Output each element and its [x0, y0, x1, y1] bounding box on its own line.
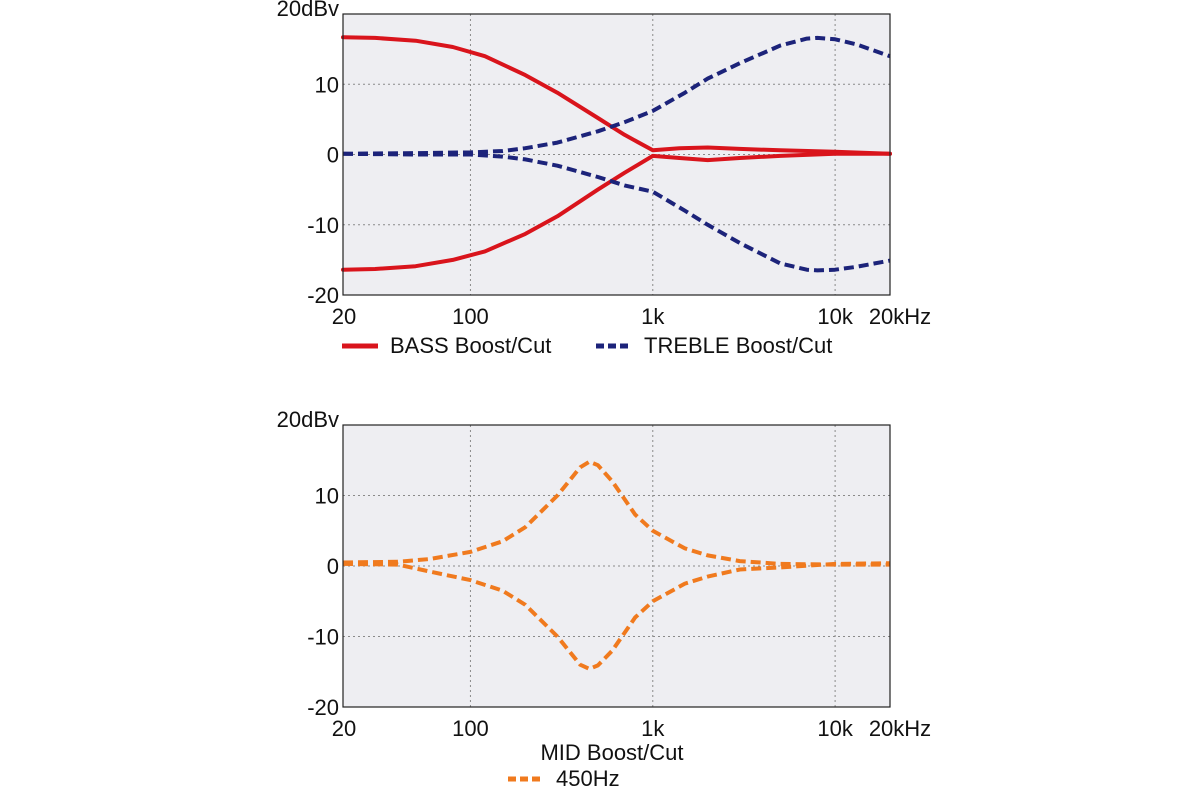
- legend-label-2: TREBLE Boost/Cut: [644, 333, 832, 358]
- y-tick-label: -20: [307, 695, 339, 720]
- y-tick-label: 20dBv: [277, 407, 339, 432]
- plot-area: [343, 425, 890, 707]
- x-tick-label: 20: [332, 716, 356, 741]
- y-tick-label: -10: [307, 213, 339, 238]
- y-tick-label: 0: [327, 554, 339, 579]
- x-tick-label: 20: [332, 304, 356, 329]
- y-tick-label: 10: [315, 484, 339, 509]
- series-1-curve-2: [342, 561, 891, 671]
- plot-frame: [342, 13, 891, 296]
- x-tick-label: 10k: [817, 304, 853, 329]
- x-tick-label: 1k: [641, 304, 665, 329]
- series-2-curve-2: [342, 151, 891, 273]
- series-1-curve-1: [342, 459, 890, 567]
- x-tick-label: 20kHz: [869, 716, 931, 741]
- x-tick-label: 10k: [817, 716, 853, 741]
- y-tick-label: 10: [315, 72, 339, 97]
- legend-label-1: BASS Boost/Cut: [390, 333, 551, 358]
- y-tick-label: -20: [307, 283, 339, 308]
- chart-title: MID Boost/Cut: [540, 740, 683, 765]
- y-tick-label: 0: [327, 143, 339, 168]
- x-tick-label: 100: [452, 304, 489, 329]
- y-tick-label: -10: [307, 625, 339, 650]
- x-tick-label: 1k: [641, 716, 665, 741]
- y-tick-label: 20dBv: [277, 0, 339, 21]
- x-tick-label: 20kHz: [869, 304, 931, 329]
- plot-frame: [342, 424, 891, 708]
- series-2-curve-1: [342, 35, 891, 156]
- x-tick-label: 100: [452, 716, 489, 741]
- legend-label-1: 450Hz: [556, 766, 620, 791]
